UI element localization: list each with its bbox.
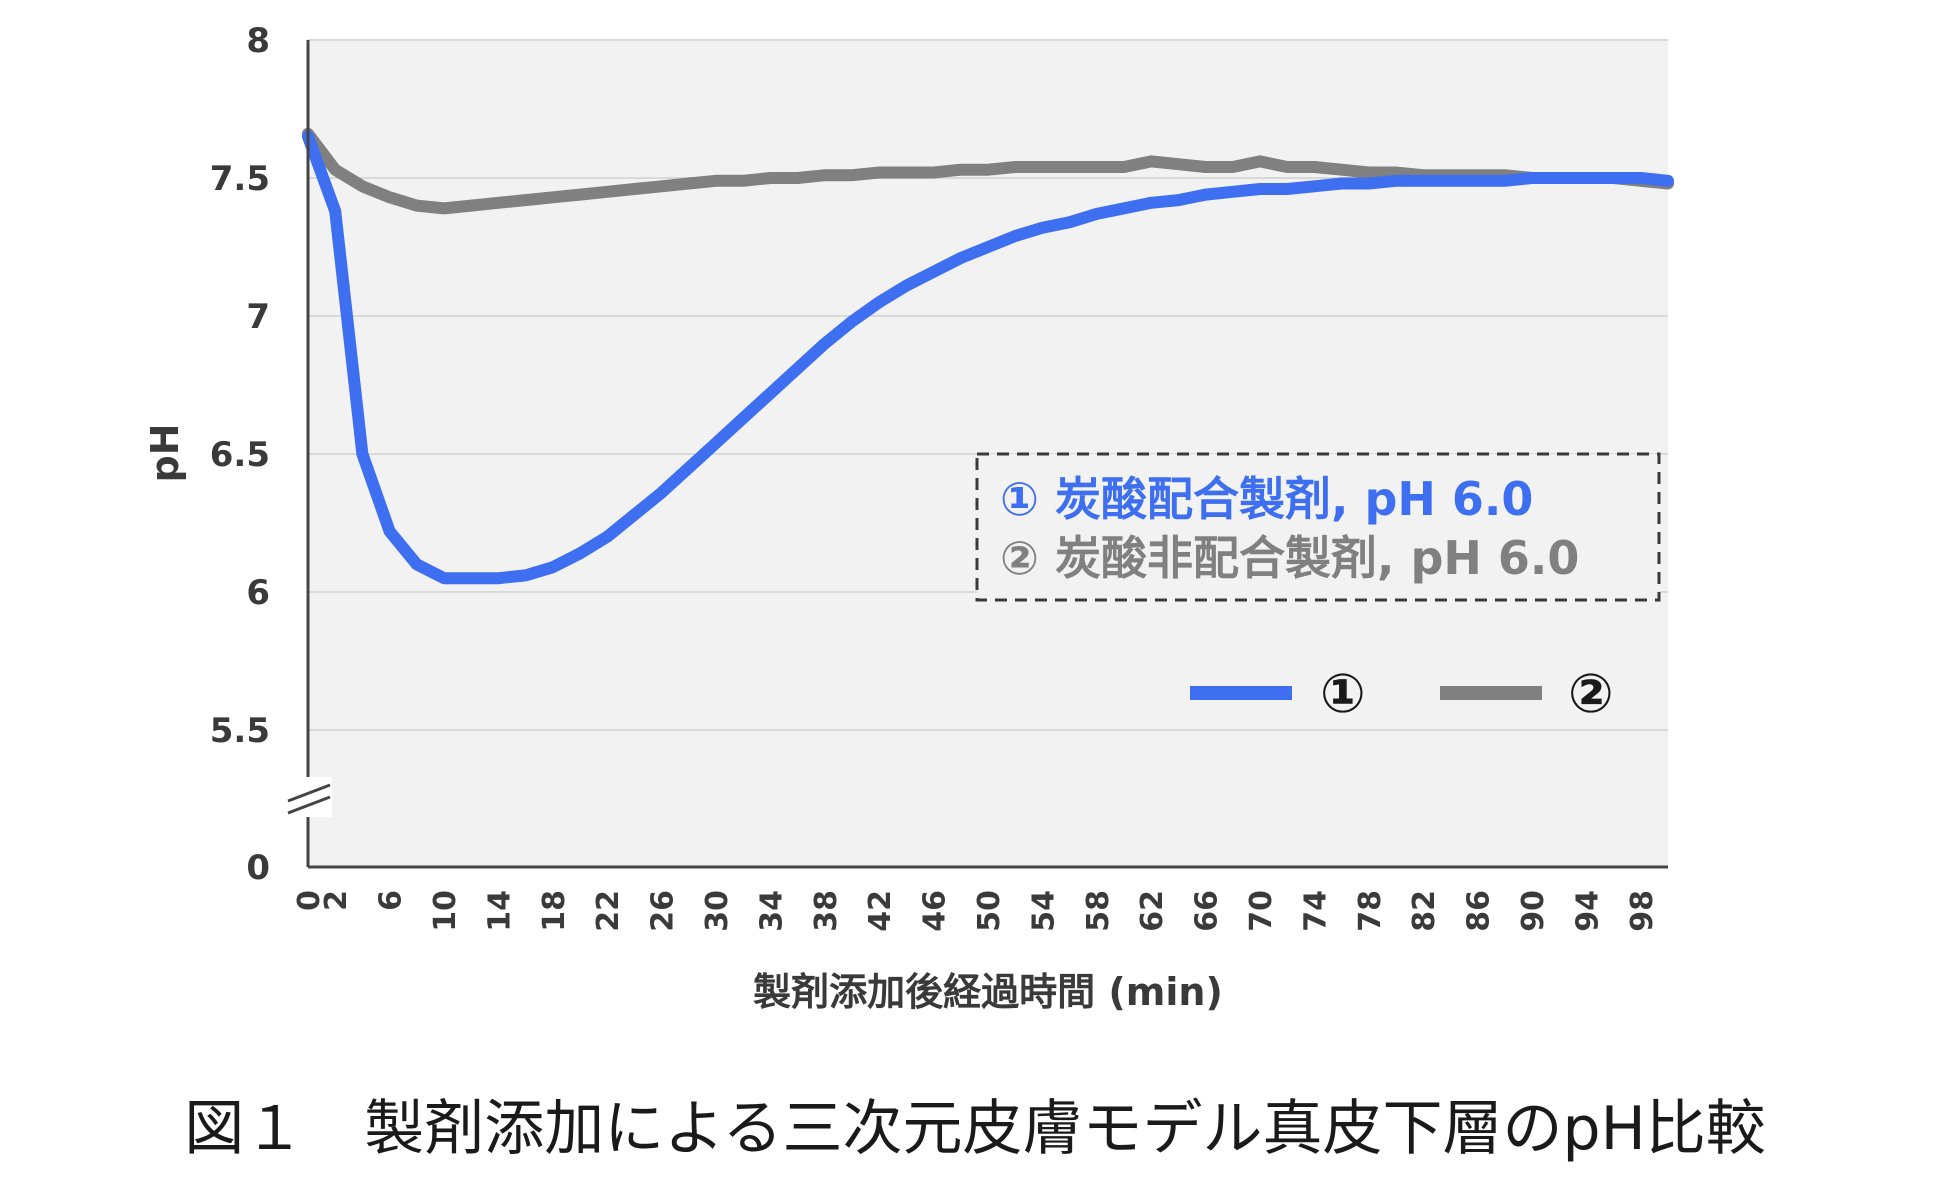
y-tick-labels: 8 7.5 7 6.5 6 5.5 0	[210, 21, 270, 888]
x-tick-label: 78	[1353, 890, 1388, 932]
x-tick-label: 50	[972, 890, 1007, 932]
legend: ① ②	[1190, 662, 1614, 725]
x-tick-label: 66	[1190, 890, 1225, 932]
y-tick-label: 7.5	[210, 159, 270, 199]
series-line-1	[302, 130, 1674, 585]
x-tick-label: 86	[1462, 890, 1497, 932]
y-tick-label: 0	[246, 848, 270, 888]
x-tick-label: 42	[863, 890, 898, 932]
x-tick-label: 22	[591, 890, 626, 932]
x-tick-label: 54	[1026, 890, 1061, 932]
axis-break-icon	[282, 777, 332, 817]
x-tick-label: 74	[1298, 890, 1333, 932]
x-tick-label: 34	[754, 890, 789, 932]
x-tick-label: 14	[482, 890, 517, 932]
x-tick-label: 10	[428, 890, 463, 932]
x-tick-label: 90	[1516, 890, 1551, 932]
x-tick-label: 62	[1135, 890, 1170, 932]
annotation-line-2: ② 炭酸非配合製剤, pH 6.0	[1000, 531, 1579, 585]
x-tick-label: 2	[319, 890, 354, 911]
figure-caption: 図１ 製剤添加による三次元皮膚モデル真皮下層のpH比較	[184, 1094, 1766, 1164]
x-tick-label: 38	[809, 890, 844, 932]
y-axis-title: pH	[143, 423, 187, 482]
x-tick-labels: 02 6 10 14 18 22 26 30 34 38 42 46 50 54 58 62 66 70 74 78 8…	[292, 890, 1660, 932]
x-tick-label: 26	[646, 890, 681, 932]
x-tick-label: 30	[700, 890, 735, 932]
x-tick-label: 94	[1570, 890, 1605, 932]
x-tick-label: 70	[1244, 890, 1279, 932]
x-tick-label: 46	[918, 890, 953, 932]
legend-label-2: ②	[1568, 662, 1614, 725]
x-tick-label: 98	[1625, 890, 1660, 932]
annotation-box: ① 炭酸配合製剤, pH 6.0 ② 炭酸非配合製剤, pH 6.0	[975, 452, 1661, 602]
annotation-line-1: ① 炭酸配合製剤, pH 6.0	[1000, 472, 1533, 526]
y-tick-label: 6.5	[210, 435, 270, 475]
x-tick-label: 0	[292, 890, 327, 911]
y-tick-label: 7	[246, 297, 270, 337]
y-tick-label: 8	[246, 21, 270, 61]
x-tick-label: 82	[1407, 890, 1442, 932]
x-tick-label: 58	[1081, 890, 1116, 932]
y-tick-label: 6	[246, 573, 270, 613]
x-axis-title: 製剤添加後経過時間 (min)	[753, 970, 1223, 1014]
x-tick-label: 18	[537, 890, 572, 932]
data-series	[302, 127, 1674, 585]
y-tick-label: 5.5	[210, 711, 270, 751]
legend-label-1: ①	[1320, 662, 1366, 725]
x-tick-label: 6	[374, 890, 409, 911]
